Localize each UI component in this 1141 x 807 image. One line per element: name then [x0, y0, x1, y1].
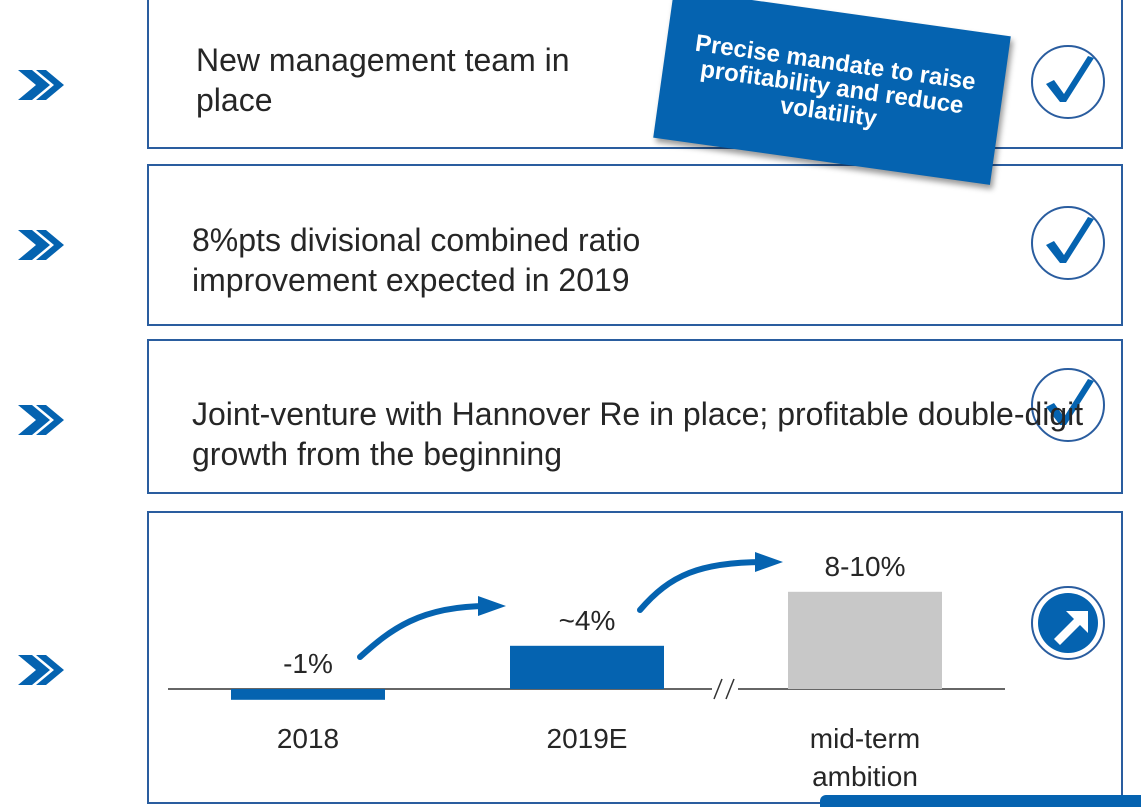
item-text: 8%pts divisional combined ratio improvem… [192, 222, 641, 298]
chevrons [18, 70, 64, 685]
bar [231, 689, 385, 700]
chevron [18, 655, 64, 685]
arrows [357, 559, 768, 660]
check-icon [1031, 368, 1105, 442]
box [147, 339, 1123, 494]
box [147, 0, 1123, 149]
value-label: -1% [283, 648, 333, 679]
bar [788, 591, 942, 689]
arrow [357, 603, 491, 660]
chevron [18, 70, 64, 100]
check-icon [1031, 45, 1105, 119]
value-label: ~4% [558, 604, 616, 636]
boxes [147, 0, 1123, 804]
chevron [18, 230, 64, 260]
category-label: 2019E [546, 723, 628, 754]
box [147, 511, 1123, 804]
bar [510, 645, 664, 689]
box [147, 164, 1123, 326]
checks [1031, 45, 1105, 660]
axis-break [713, 678, 735, 700]
value-label: 8-10% [824, 550, 906, 582]
growth-icon [1031, 586, 1105, 660]
category-label: mid-term ambition [809, 723, 921, 792]
category-label: 2018 [276, 723, 340, 754]
item-text: New management team in place [196, 42, 570, 118]
arrow [637, 559, 768, 613]
check-icon [1031, 206, 1105, 280]
item-text: Joint-venture with Hannover Re in place;… [192, 396, 1084, 472]
chevron [18, 405, 64, 435]
callout-partial [820, 795, 1141, 807]
